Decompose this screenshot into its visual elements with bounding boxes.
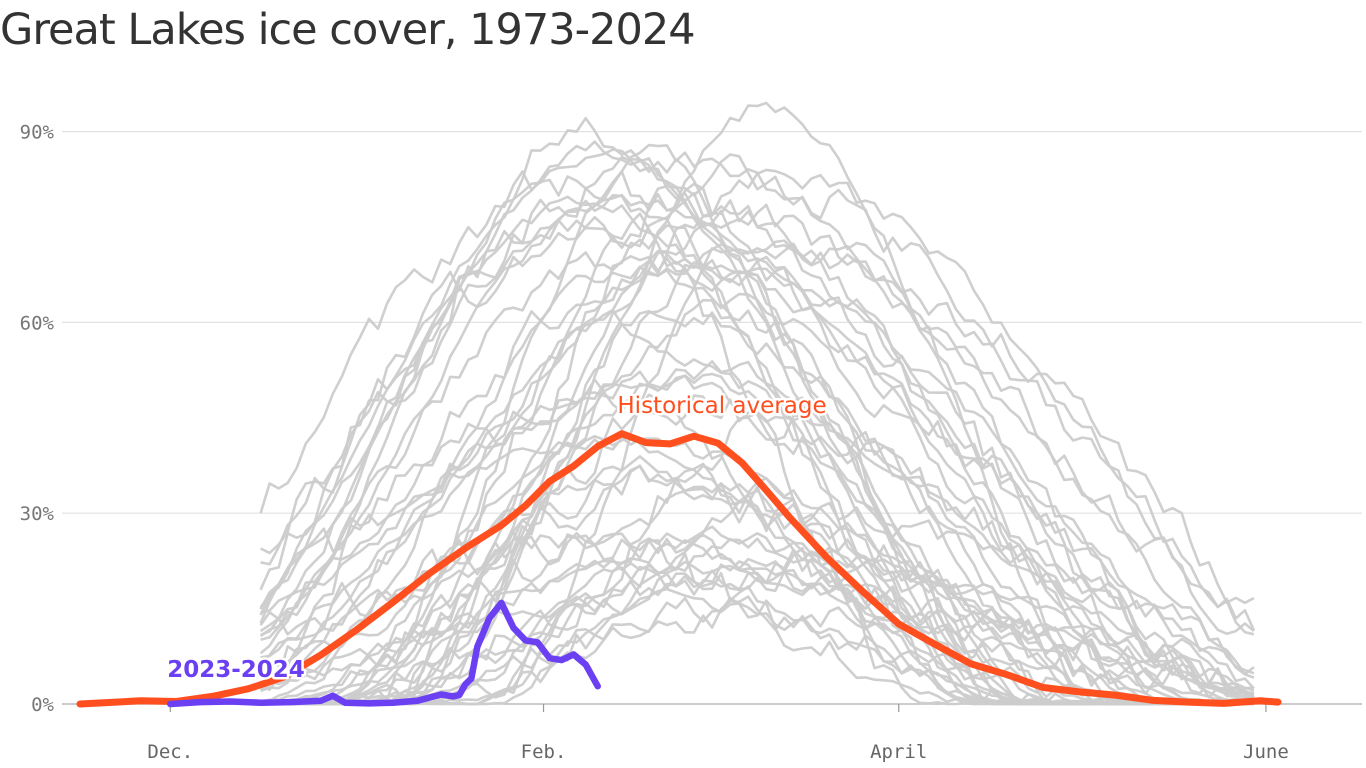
highlight-series — [76, 430, 1282, 708]
x-axis-ticks: Dec. Feb. April June — [147, 704, 1289, 763]
historical-year-line — [259, 155, 1255, 700]
historical-year-line — [260, 372, 1255, 700]
x-tick-label: June — [1243, 741, 1289, 763]
historical-year-line — [260, 558, 1255, 703]
historical-year-line — [260, 538, 1255, 706]
chart-title: Great Lakes ice cover, 1973-2024 — [0, 5, 696, 55]
y-tick-label: 30% — [20, 503, 55, 525]
y-tick-label: 90% — [20, 122, 55, 144]
historical-year-line — [260, 298, 1254, 706]
x-tick-label: Dec. — [147, 741, 193, 763]
historical-year-line — [260, 242, 1255, 706]
historical-average-label: Historical average — [617, 393, 826, 419]
historical-year-lines — [259, 101, 1256, 706]
historical-year-line — [260, 489, 1255, 706]
historical-year-line — [259, 193, 1254, 706]
x-tick-label: April — [870, 741, 927, 763]
x-tick-label: Feb. — [521, 741, 567, 763]
historical-average-line — [76, 430, 1282, 708]
historical-year-line — [260, 101, 1255, 706]
current-season-line — [167, 599, 601, 708]
y-tick-label: 0% — [31, 694, 54, 716]
historical-year-line — [260, 394, 1254, 706]
annotations: Historical average 2023-2024 — [165, 391, 829, 686]
historical-year-line — [260, 525, 1254, 706]
historical-year-line — [260, 531, 1254, 706]
y-axis-ticks: 0% 30% 60% 90% — [20, 122, 55, 716]
historical-year-line — [260, 455, 1254, 706]
historical-year-line — [260, 170, 1255, 703]
historical-year-line — [260, 436, 1255, 706]
y-tick-label: 60% — [20, 312, 55, 334]
historical-year-line — [260, 203, 1255, 705]
historical-year-line — [260, 143, 1255, 706]
current-season-label: 2023-2024 — [167, 657, 305, 683]
